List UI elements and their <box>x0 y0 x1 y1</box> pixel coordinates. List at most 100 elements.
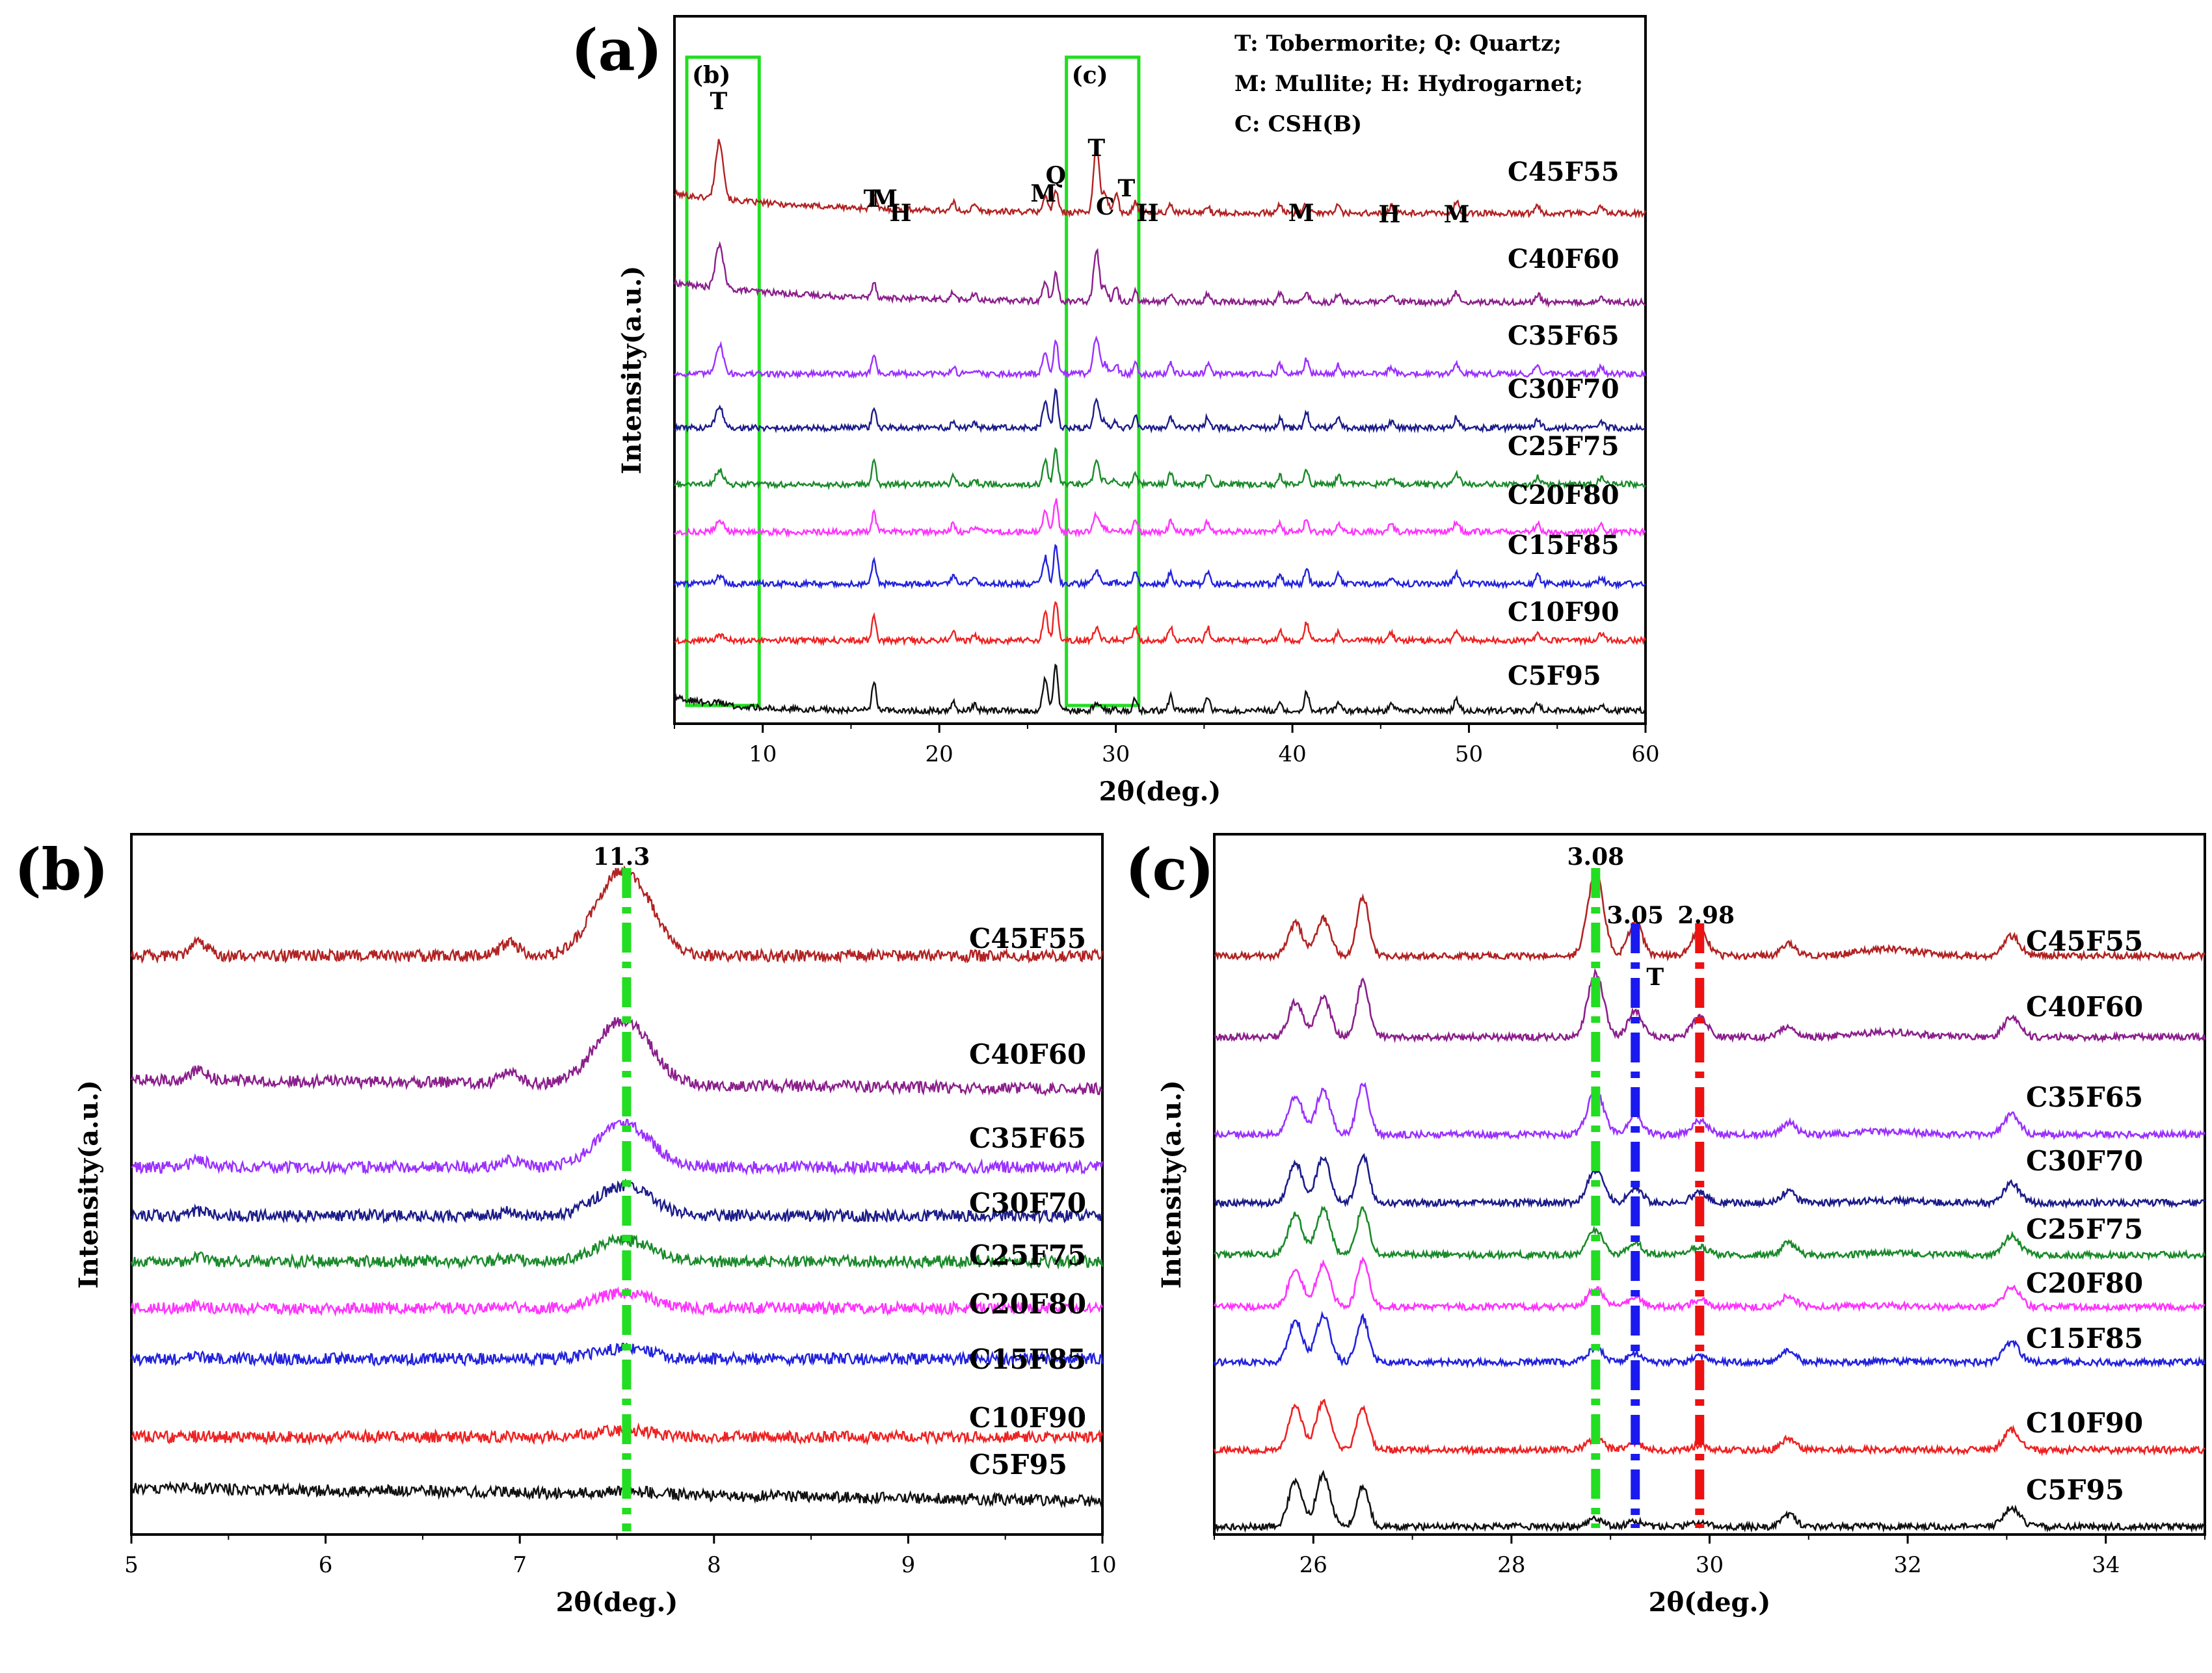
x-tick-label-c-32: 32 <box>1893 1552 1921 1578</box>
x-tick-label-a-20: 20 <box>926 741 953 767</box>
series-label-c-C45F55: C45F55 <box>2026 925 2143 957</box>
phase-label-2: M <box>872 185 898 213</box>
zoom-box-0 <box>685 55 761 707</box>
series-label-c-C20F80: C20F80 <box>2026 1267 2143 1299</box>
series-label-a-C15F85: C15F85 <box>1508 530 1619 560</box>
x-tick-label-a-50: 50 <box>1455 741 1483 767</box>
x-tick-label-c-30: 30 <box>1696 1552 1724 1578</box>
series-label-c-C5F95: C5F95 <box>2026 1474 2124 1506</box>
series-label-c-C30F70: C30F70 <box>2026 1145 2143 1177</box>
phase-label-8: T <box>1118 175 1136 202</box>
series-line-c-C20F80 <box>1213 1256 2205 1313</box>
x-tick-label-a-60: 60 <box>1631 741 1659 767</box>
series-line-c-C30F70 <box>1214 1153 2205 1209</box>
series-line-a-C30F70 <box>674 388 1646 434</box>
series-label-b-C5F95: C5F95 <box>969 1449 1067 1481</box>
series-label-a-C20F80: C20F80 <box>1508 480 1619 510</box>
series-label-a-C35F65: C35F65 <box>1508 321 1619 351</box>
panel-a: 10 20 30 40 50 60 2θ(deg.) Intensity(a.u.) (b) (c… <box>571 15 1660 807</box>
x-tick-label-a-30: 30 <box>1102 741 1130 767</box>
x-axis-label-b: 2θ(deg.) <box>556 1587 678 1618</box>
series-line-a-C15F85 <box>673 544 1646 590</box>
panel-label-c: (c) <box>1125 836 1214 903</box>
reference-label-c-2: 2.98 <box>1677 902 1735 929</box>
series-line-b-C5F95 <box>131 1481 1103 1508</box>
series-label-c-C40F60: C40F60 <box>2026 991 2143 1023</box>
x-axis-label-c: 2θ(deg.) <box>1649 1587 1771 1618</box>
series-line-a-C40F60 <box>673 241 1646 308</box>
x-tick-label-b-5: 5 <box>124 1552 139 1578</box>
series-label-c-C25F75: C25F75 <box>2026 1213 2143 1245</box>
phase-label-12: M <box>1444 201 1470 228</box>
series-line-c-C35F65 <box>1214 1081 2206 1141</box>
series-label-a-C10F90: C10F90 <box>1508 597 1619 627</box>
series-line-b-C35F65 <box>131 1118 1104 1176</box>
series-label-a-C45F55: C45F55 <box>1508 157 1619 187</box>
x-tick-label-b-9: 9 <box>901 1552 916 1578</box>
legend-line-2: C: CSH(B) <box>1234 111 1362 137</box>
reference-label-c-1: 3.05 <box>1606 902 1664 929</box>
x-tick-label-b-7: 7 <box>513 1552 527 1578</box>
phase-label-10: M <box>1288 200 1314 227</box>
series-line-a-C25F75 <box>673 447 1647 490</box>
series-label-b-C10F90: C10F90 <box>969 1402 1086 1434</box>
zoom-box-label-0: (b) <box>692 62 730 89</box>
phase-label-9: H <box>1136 200 1158 227</box>
series-line-a-C45F55 <box>674 138 1647 219</box>
series-line-c-C10F90 <box>1213 1399 2205 1456</box>
y-axis-label-a: Intensity(a.u.) <box>617 266 647 475</box>
zoom-box-1 <box>1065 55 1141 707</box>
series-label-b-C25F75: C25F75 <box>969 1239 1086 1271</box>
x-tick-label-c-26: 26 <box>1299 1552 1327 1578</box>
series-label-a-C5F95: C5F95 <box>1508 661 1601 691</box>
phase-label-1: T <box>864 185 881 213</box>
series-label-b-C30F70: C30F70 <box>969 1187 1086 1219</box>
panel-b: 5 6 7 8 9 10 2θ(deg.) Intensity(a.u.) C45F55 C40F… <box>14 833 1117 1618</box>
series-line-a-C10F90 <box>674 601 1646 647</box>
series-label-b-C15F85: C15F85 <box>969 1343 1086 1375</box>
series-line-b-C20F80 <box>130 1286 1104 1317</box>
series-label-b-C40F60: C40F60 <box>969 1038 1086 1070</box>
series-label-b-C20F80: C20F80 <box>969 1288 1086 1320</box>
phase-label-4: M <box>1030 180 1056 207</box>
phase-label-7: C <box>1096 193 1115 220</box>
panel-c: 26 28 30 32 34 2θ(deg.) Intensity(a.u.) C45F55 C… <box>1125 833 2206 1618</box>
series-line-b-C10F90 <box>131 1422 1104 1446</box>
x-tick-label-b-10: 10 <box>1088 1552 1116 1578</box>
y-axis-label-c: Intensity(a.u.) <box>1156 1080 1187 1289</box>
series-label-b-C35F65: C35F65 <box>969 1122 1086 1154</box>
series-line-c-C15F85 <box>1213 1310 2206 1369</box>
x-axis-label-a: 2θ(deg.) <box>1099 776 1221 807</box>
x-tick-label-c-34: 34 <box>2092 1552 2120 1578</box>
panel-label-a: (a) <box>571 16 662 84</box>
series-line-c-C45F55 <box>1214 868 2206 962</box>
series-line-c-C25F75 <box>1213 1205 2206 1261</box>
x-tick-label-a-40: 40 <box>1278 741 1306 767</box>
series-label-c-C35F65: C35F65 <box>2026 1081 2143 1113</box>
annotation-c: T <box>1646 964 1664 991</box>
series-label-a-C30F70: C30F70 <box>1508 374 1619 404</box>
series-line-a-C5F95 <box>673 663 1646 717</box>
series-label-c-C15F85: C15F85 <box>2026 1323 2143 1354</box>
y-axis-label-b: Intensity(a.u.) <box>73 1080 104 1289</box>
legend-line-1: M: Mullite; H: Hydrogarnet; <box>1234 71 1583 97</box>
series-line-c-C40F60 <box>1214 968 2206 1044</box>
x-tick-label-b-6: 6 <box>319 1552 333 1578</box>
series-label-a-C40F60: C40F60 <box>1508 244 1619 274</box>
phase-label-11: H <box>1378 201 1400 228</box>
phase-label-3: H <box>889 200 911 227</box>
reference-label-b-0: 11.3 <box>593 843 650 871</box>
phase-label-6: T <box>1087 135 1105 162</box>
series-line-a-C35F65 <box>674 335 1647 380</box>
panel-label-b: (b) <box>14 836 109 903</box>
series-line-c-C5F95 <box>1213 1469 2206 1533</box>
series-line-b-C15F85 <box>130 1342 1104 1367</box>
series-line-a-C20F80 <box>674 498 1646 538</box>
series-label-a-C25F75: C25F75 <box>1508 431 1619 462</box>
phase-label-0: T <box>710 88 727 115</box>
phase-label-5: Q <box>1046 162 1066 189</box>
series-line-b-C45F55 <box>130 865 1104 964</box>
legend-line-0: T: Tobermorite; Q: Quartz; <box>1234 31 1562 57</box>
series-label-c-C10F90: C10F90 <box>2026 1407 2143 1439</box>
